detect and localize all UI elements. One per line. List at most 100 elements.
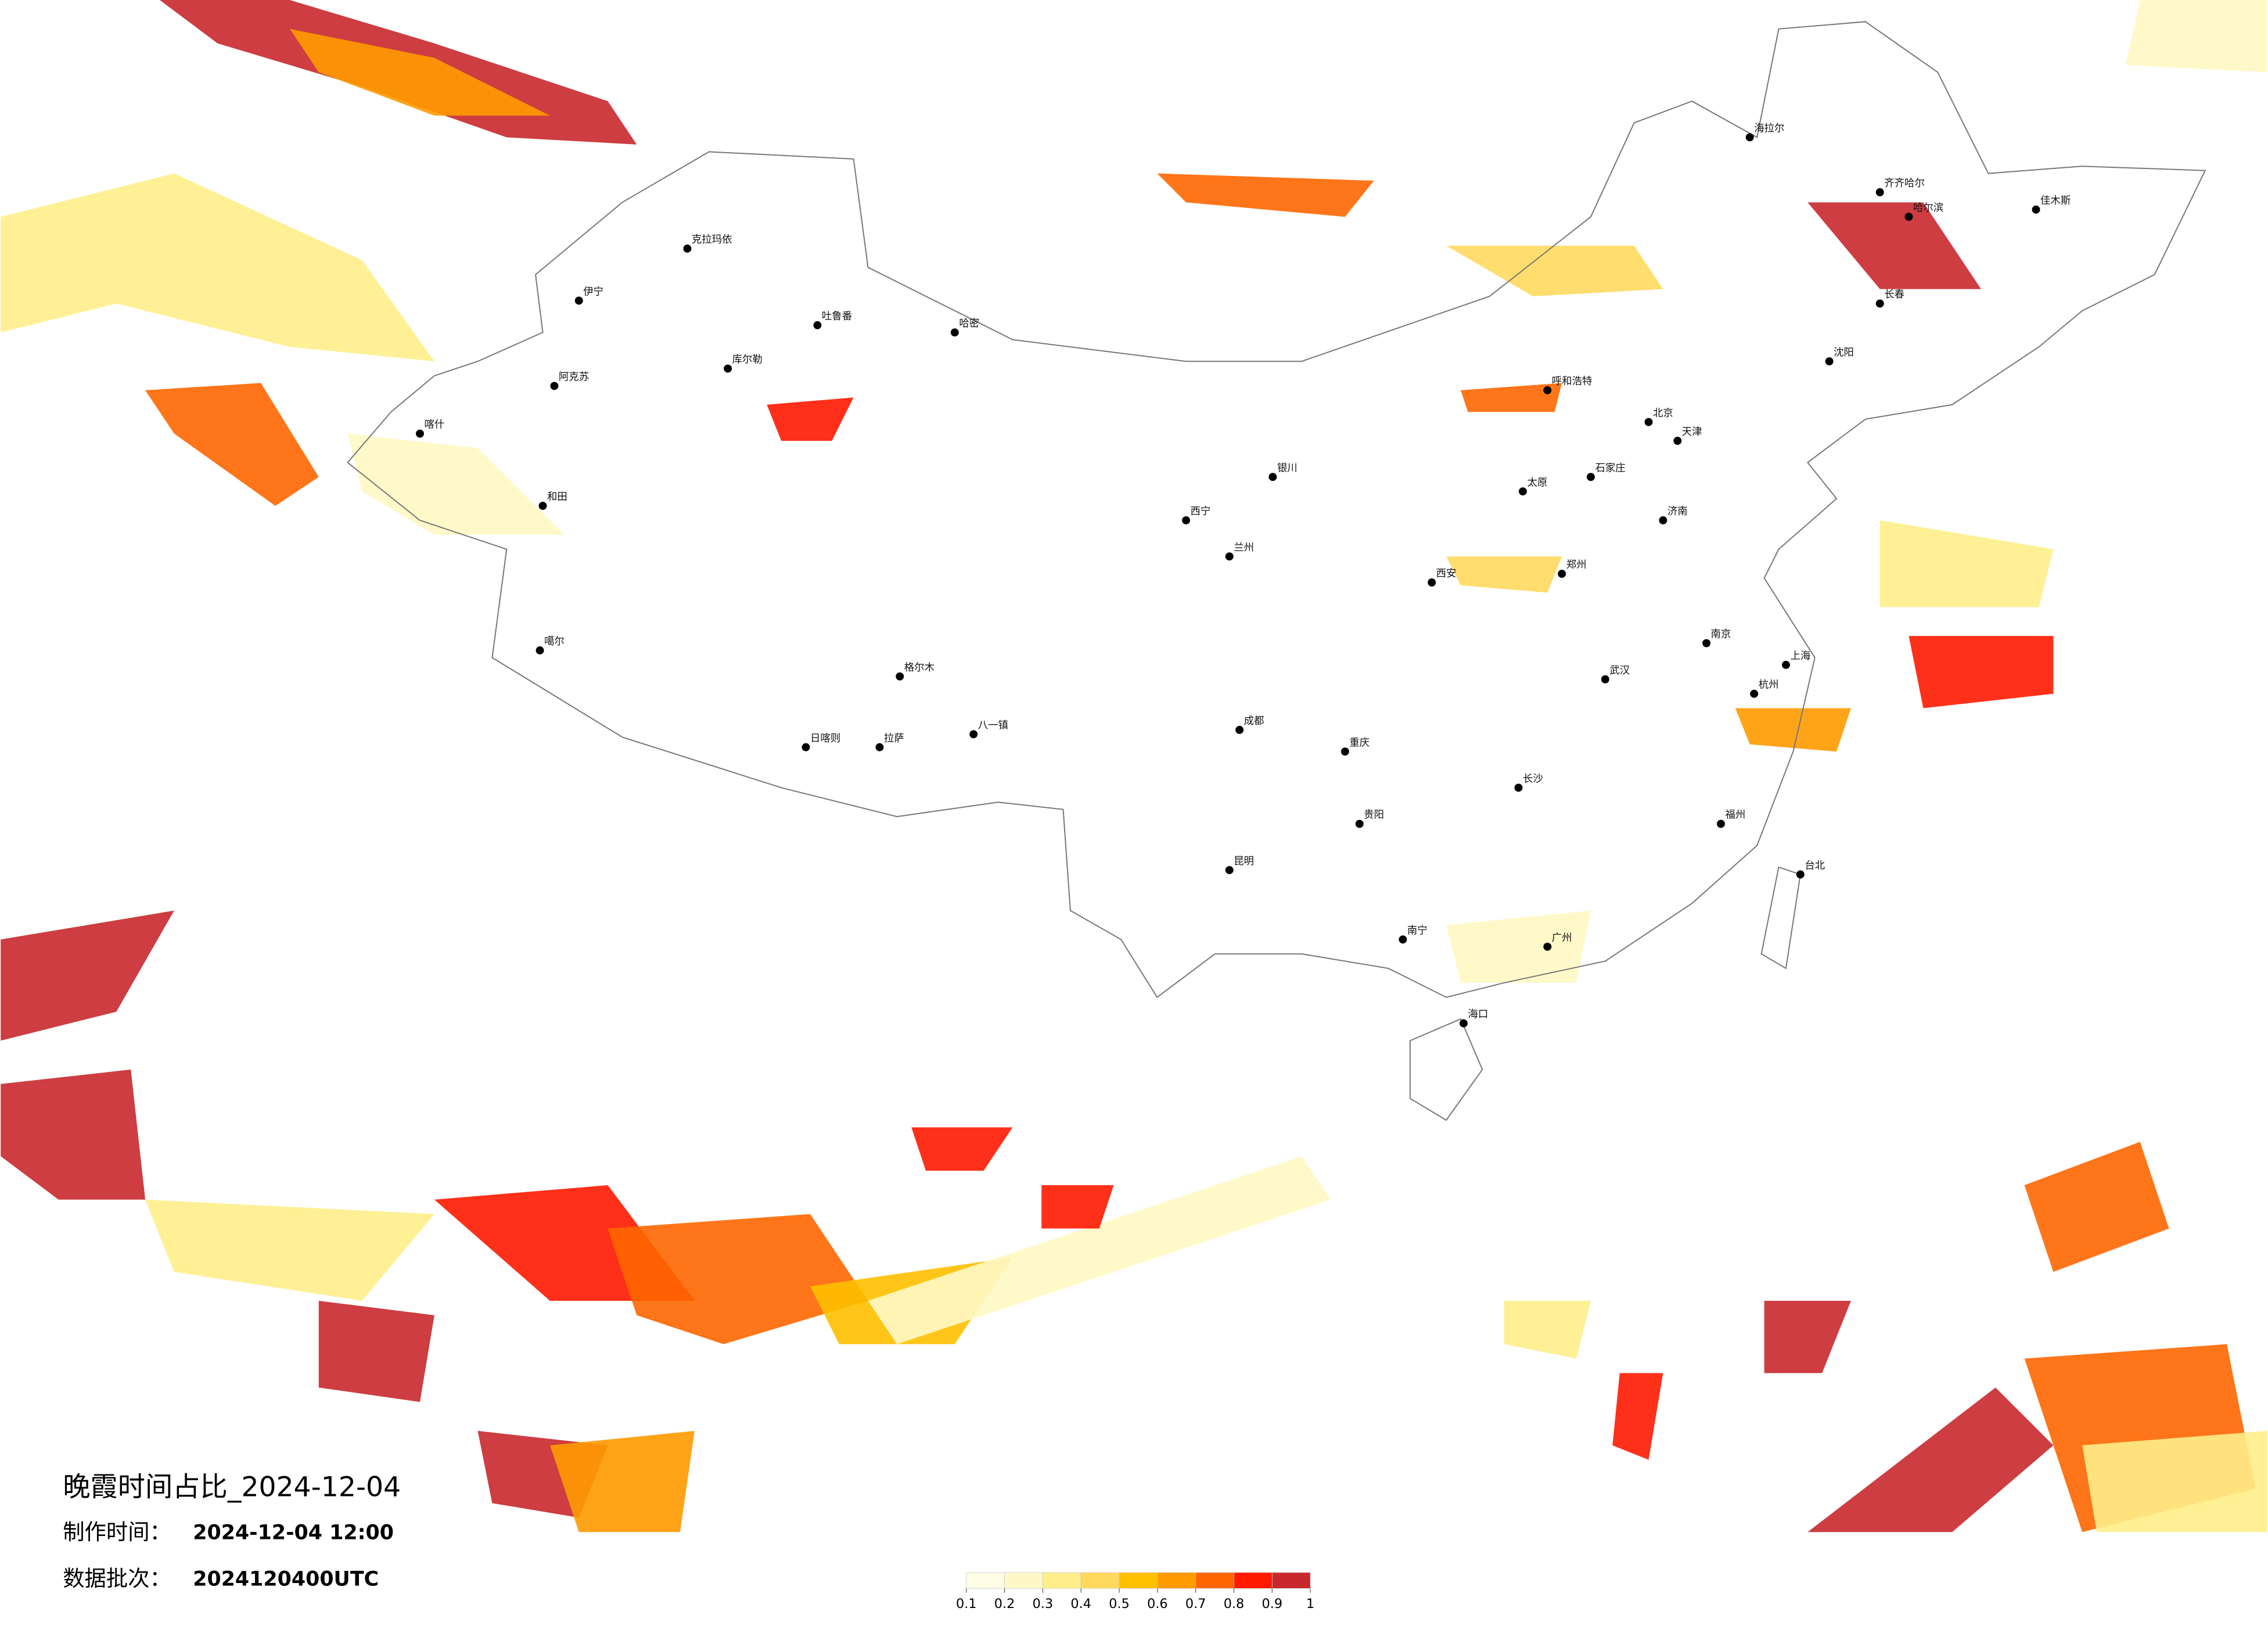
city-dot [1225, 552, 1234, 561]
city-dot [969, 730, 978, 739]
city-label: 武汉 [1609, 665, 1630, 677]
cloud-field [318, 1301, 434, 1402]
batch-label: 数据批次： [63, 1566, 171, 1591]
city-dot [1587, 473, 1595, 481]
city-dot [1399, 935, 1407, 944]
country-outline [347, 21, 2206, 998]
cloud-field [1, 173, 434, 362]
city-dot [1601, 675, 1609, 684]
taiwan-outline [1760, 866, 1801, 970]
city-label: 广州 [1552, 932, 1572, 944]
cloud-field [2125, 0, 2267, 73]
colorbar: 0.1 0.2 0.3 0.4 0.5 0.6 0.7 0.8 0.9 1 [956, 1572, 1314, 1611]
cloud-field [145, 383, 319, 506]
city-dot [1558, 570, 1566, 578]
city-label: 郑州 [1566, 559, 1587, 571]
city-label: 喀什 [424, 419, 444, 431]
city-dot [1235, 725, 1244, 734]
cloud-field [2082, 1431, 2267, 1533]
cloud-field [1908, 636, 2054, 708]
city-label: 贵阳 [1364, 810, 1384, 821]
city-label: 噶尔 [544, 636, 565, 647]
city-label: 石家庄 [1595, 462, 1625, 474]
city-label: 重庆 [1349, 737, 1370, 749]
city-label: 南京 [1711, 629, 1731, 641]
city-dot [535, 646, 544, 654]
city-dot [813, 321, 822, 329]
cloud-field [1735, 708, 1851, 752]
city-label: 库尔勒 [732, 354, 763, 366]
colorbar-swatch [1157, 1572, 1196, 1589]
colorbar-swatch [1234, 1572, 1273, 1589]
make-time: 2024-12-04 12:00 [193, 1521, 394, 1545]
city-label: 福州 [1725, 810, 1745, 821]
city-dot [875, 743, 884, 751]
cloud-field [1446, 246, 1663, 297]
city-dot [1717, 819, 1725, 828]
colorbar-label: 0.6 [1147, 1596, 1168, 1611]
colorbar-swatch [1004, 1572, 1043, 1589]
colorbar-label: 0.8 [1224, 1596, 1245, 1611]
city-label: 兰州 [1234, 542, 1254, 553]
colorbar-label: 0.2 [994, 1596, 1015, 1611]
city-dot [950, 328, 959, 337]
city-label: 沈阳 [1834, 347, 1854, 358]
city-dot [683, 244, 692, 253]
city-label: 格尔木 [904, 662, 934, 674]
city-dot [1750, 689, 1759, 698]
city-label: 伊宁 [583, 286, 603, 298]
cloud-field [1764, 1301, 1851, 1373]
city-dot [1796, 870, 1805, 879]
city-dot [1519, 487, 1527, 496]
city-dot [2032, 205, 2040, 214]
city-label: 克拉玛依 [692, 234, 732, 246]
cloud-field [1446, 911, 1591, 983]
city-label: 哈密 [959, 318, 979, 330]
city-label: 天津 [1682, 426, 1702, 438]
city-label: 太原 [1527, 477, 1547, 488]
city-dot [1543, 942, 1552, 951]
city-dot [1340, 747, 1349, 756]
hainan-outline [1409, 1018, 1483, 1121]
city-label: 济南 [1667, 506, 1688, 517]
cloud-field [2024, 1142, 2169, 1272]
city-label: 八一镇 [978, 720, 1008, 731]
city-label: 昆明 [1234, 855, 1254, 867]
city-dot [550, 382, 559, 390]
city-label: 拉萨 [884, 733, 904, 744]
cloud-fields [1, 0, 2267, 1533]
city-dot [1268, 473, 1277, 481]
city-dot [1459, 1019, 1468, 1028]
city-label: 哈尔滨 [1913, 202, 1943, 214]
city-label: 西安 [1436, 568, 1457, 580]
city-label: 海口 [1468, 1009, 1488, 1020]
cloud-field [347, 433, 565, 535]
cloud-field [1, 1069, 146, 1200]
batch: 2024120400UTC [193, 1567, 379, 1591]
cloud-field [145, 1199, 434, 1301]
city-dot [1659, 516, 1667, 524]
city-label: 阿克苏 [559, 372, 589, 383]
city-dot [1644, 418, 1653, 426]
city-label: 台北 [1805, 860, 1825, 872]
city-label: 长春 [1884, 289, 1904, 301]
city-label: 长沙 [1523, 774, 1543, 785]
city-dot [538, 502, 547, 510]
colorbar-label: 0.3 [1033, 1596, 1054, 1611]
city-label: 北京 [1653, 408, 1673, 419]
cloud-field [1612, 1373, 1663, 1460]
colorbar-label: 0.5 [1109, 1596, 1130, 1611]
cloud-field [1879, 520, 2054, 607]
city-label: 西宁 [1191, 506, 1211, 517]
cloud-field [608, 1214, 868, 1344]
city-label: 银川 [1277, 462, 1297, 474]
cloud-field [1504, 1301, 1591, 1359]
city-dot [1514, 783, 1523, 792]
city-dot [1825, 357, 1834, 366]
city-dot [801, 743, 810, 751]
city-dot [574, 296, 583, 305]
city-dot [1745, 133, 1754, 142]
